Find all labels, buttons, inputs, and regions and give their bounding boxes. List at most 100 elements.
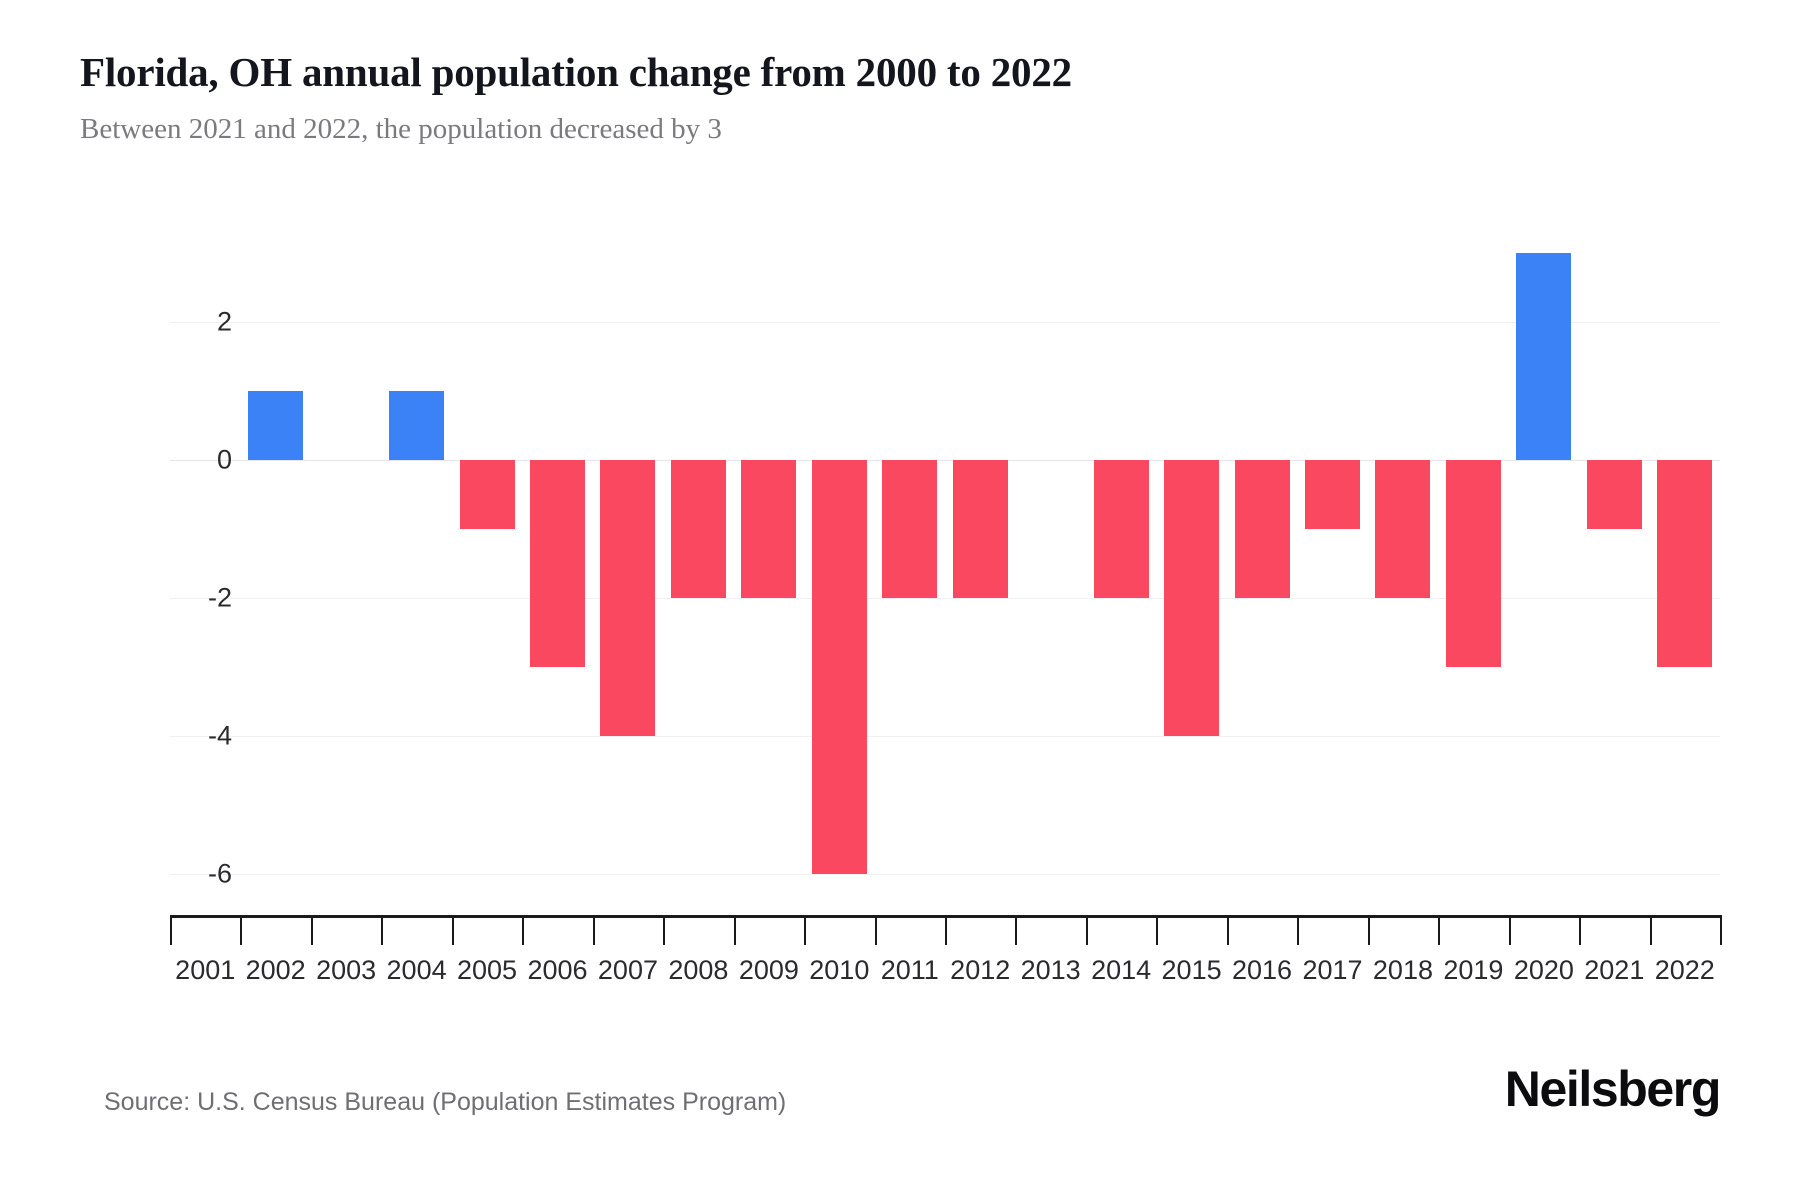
x-tick-label: 2015 [1161,955,1222,985]
bar-slot[interactable] [1509,225,1579,915]
x-tick-label: 2019 [1443,955,1504,985]
bar[interactable] [459,459,515,529]
x-tick-label: 2014 [1091,955,1152,985]
bar[interactable] [1586,459,1642,529]
bar-slot[interactable] [593,225,663,915]
bar-slot[interactable] [1650,225,1720,915]
x-axis-tick-mark [804,915,807,945]
x-axis-tick-mark [1226,915,1229,945]
bar[interactable] [1305,459,1360,529]
bar-slot[interactable] [381,225,451,915]
bars-group [170,225,1720,915]
y-tick-label: 2 [216,306,232,337]
bar-slot[interactable] [1015,225,1085,915]
bar[interactable] [1375,459,1431,598]
neilsberg-logo: Neilsberg [1504,1061,1722,1117]
x-axis-tick-mark [592,915,595,945]
bar-slot[interactable] [1297,225,1367,915]
x-tick-label: 2016 [1231,955,1293,985]
page-title: Florida, OH annual population change fro… [80,49,1072,95]
x-tick-label: 2001 [175,955,236,985]
bar[interactable] [389,390,445,460]
x-tick-label: 2011 [880,955,939,985]
x-axis-tick-mark [1438,915,1441,945]
x-axis-tick-mark [451,915,454,945]
x-tick-label: 2021 [1584,955,1645,985]
bar[interactable] [530,459,585,667]
y-tick-label: -6 [207,858,232,889]
chart-subtitle: Between 2021 and 2022, the population de… [80,112,722,145]
bar-slot[interactable] [734,225,804,915]
source-note: Source: U.S. Census Bureau (Population E… [104,1088,787,1116]
x-axis-tick-mark [945,915,947,945]
x-axis-tick-mark [663,915,666,945]
bar[interactable] [1657,459,1713,667]
y-tick-label: -2 [207,582,232,613]
y-tick-label: -4 [207,720,232,751]
gridline--6 [170,873,1720,875]
x-axis-tick-mark [1015,915,1018,945]
plot-area [170,225,1720,915]
bar-slot[interactable] [1438,225,1508,915]
x-tick-label: 2004 [386,955,447,985]
x-axis-tick-mark [381,915,384,945]
gridline-0 [170,459,1720,461]
bar-slot[interactable] [1368,225,1438,915]
bar[interactable] [248,390,304,460]
chart-header: Florida, OH annual population change fro… [80,49,1720,147]
x-tick-label: 2013 [1020,955,1081,985]
gridline--2 [170,597,1720,599]
x-tick-label: 2022 [1654,955,1715,985]
x-axis-tick-mark [310,915,313,945]
x-axis-tick-mark [522,915,525,945]
bar-slot[interactable] [945,225,1015,915]
bar-slot[interactable] [875,225,945,915]
bar[interactable] [811,459,867,874]
x-axis-tick-mark [1720,915,1722,945]
x-tick-label: 2012 [950,955,1011,985]
bar-slot[interactable] [522,225,592,915]
bar-slot[interactable] [1086,225,1156,915]
x-tick-label: 2017 [1302,955,1363,985]
x-axis-tick-mark [170,915,172,945]
bar[interactable] [670,459,726,598]
x-axis-tick-mark [874,915,877,945]
bar[interactable] [952,459,1008,598]
x-axis-tick-mark [1297,915,1300,945]
bar[interactable] [1516,252,1572,460]
bar[interactable] [882,459,938,598]
bar-slot[interactable] [1227,225,1297,915]
x-tick-label: 2006 [527,955,588,985]
gridline--4 [170,735,1720,737]
bar[interactable] [1234,459,1290,598]
x-axis-tick-mark [1579,915,1582,945]
x-tick-label: 2007 [597,955,658,985]
bar-slot[interactable] [1156,225,1226,915]
x-tick-label: 2018 [1372,955,1433,985]
bar-slot[interactable] [1579,225,1649,915]
gridline-2 [170,321,1720,323]
bar[interactable] [741,459,797,598]
y-tick-label: 0 [216,444,232,475]
x-tick-label: 2005 [456,955,518,985]
bar-slot[interactable] [452,225,522,915]
x-axis-tick-mark [1085,915,1088,945]
bar[interactable] [1164,459,1220,736]
x-axis-tick-mark [1156,915,1159,945]
bar[interactable] [1093,459,1149,598]
bar-slot[interactable] [311,225,381,915]
bar[interactable] [600,459,656,736]
x-axis-tick-mark [1649,915,1652,945]
bar-slot[interactable] [804,225,874,915]
x-axis-tick-mark [733,915,736,945]
bar[interactable] [1445,459,1501,667]
bar-slot[interactable] [663,225,733,915]
x-tick-label: 2010 [809,955,870,985]
x-tick-label: 2002 [245,955,306,985]
x-axis-tick-mark [240,915,243,945]
x-axis-tick-mark [1508,915,1511,945]
bar-slot[interactable] [240,225,310,915]
x-tick-label: 2008 [668,955,729,985]
